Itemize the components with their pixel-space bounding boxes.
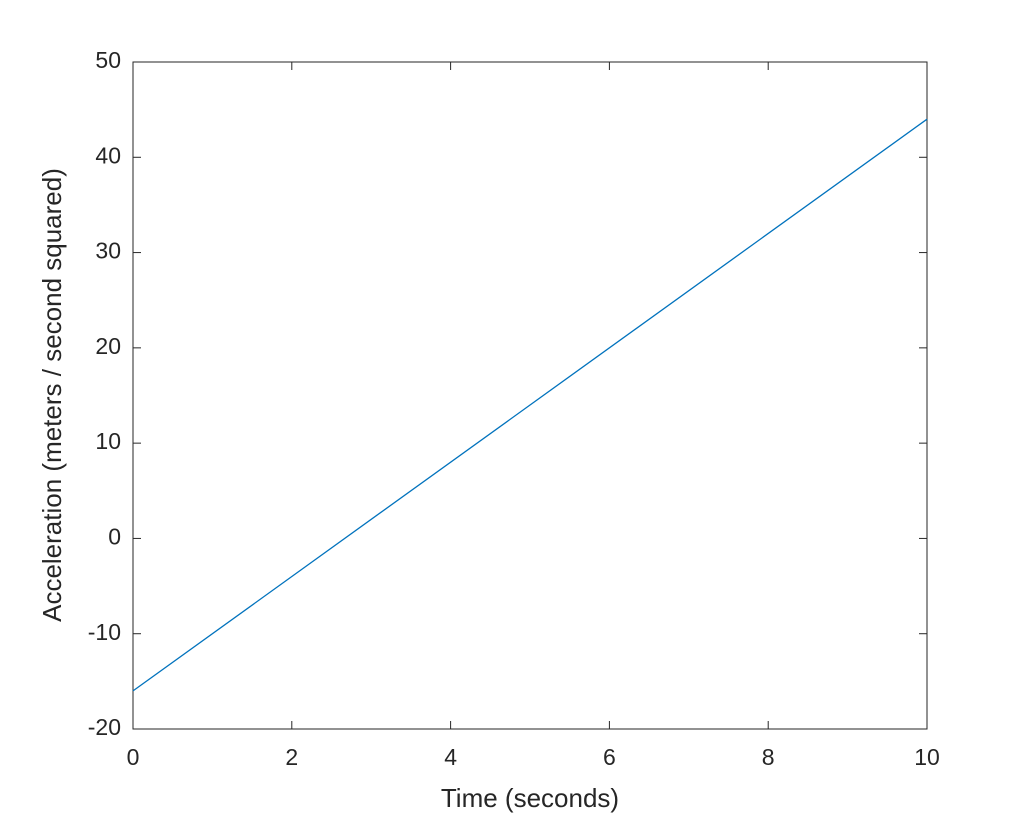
y-tick-label: 30 bbox=[95, 238, 121, 264]
y-tick-label: 50 bbox=[95, 47, 121, 73]
y-tick-label: 10 bbox=[95, 428, 121, 454]
x-tick-label: 4 bbox=[444, 744, 457, 770]
y-tick-label: 0 bbox=[108, 524, 121, 550]
y-tick-label: 20 bbox=[95, 333, 121, 359]
data-line bbox=[132, 118, 928, 692]
y-tick-label: 40 bbox=[95, 142, 121, 168]
y-tick-label: -20 bbox=[88, 714, 121, 740]
x-tick-label: 10 bbox=[914, 744, 940, 770]
x-tick-label: 6 bbox=[603, 744, 616, 770]
x-tick-label: 2 bbox=[285, 744, 298, 770]
x-tick-label: 8 bbox=[762, 744, 775, 770]
plot-frame bbox=[132, 61, 928, 730]
x-tick-label: 0 bbox=[127, 744, 140, 770]
y-axis-label: Acceleration (meters / second squared) bbox=[37, 168, 67, 622]
x-axis-label: Time (seconds) bbox=[441, 783, 619, 813]
y-tick-label: -10 bbox=[88, 619, 121, 645]
